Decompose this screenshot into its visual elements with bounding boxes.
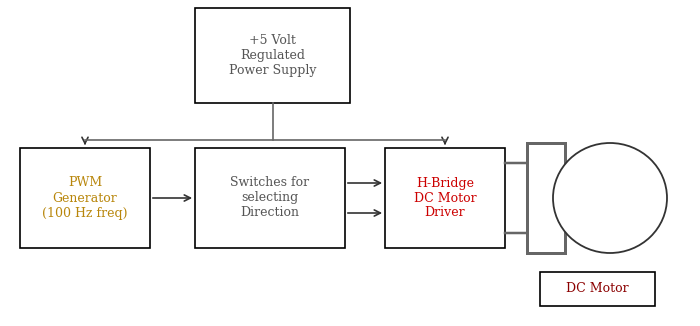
- Bar: [195, 148, 345, 248]
- Text: Switches for
selecting
Direction: Switches for selecting Direction: [230, 176, 309, 219]
- Bar: [385, 148, 505, 248]
- Text: +5 Volt
Regulated
Power Supply: +5 Volt Regulated Power Supply: [229, 34, 316, 77]
- Text: DC Motor: DC Motor: [566, 283, 629, 295]
- Text: H-Bridge
DC Motor
Driver: H-Bridge DC Motor Driver: [414, 176, 476, 219]
- Ellipse shape: [553, 143, 667, 253]
- Bar: [195, 8, 350, 103]
- Bar: [540, 272, 655, 306]
- Bar: [20, 148, 150, 248]
- Bar: [527, 143, 565, 253]
- Text: PWM
Generator
(100 Hz freq): PWM Generator (100 Hz freq): [42, 176, 127, 219]
